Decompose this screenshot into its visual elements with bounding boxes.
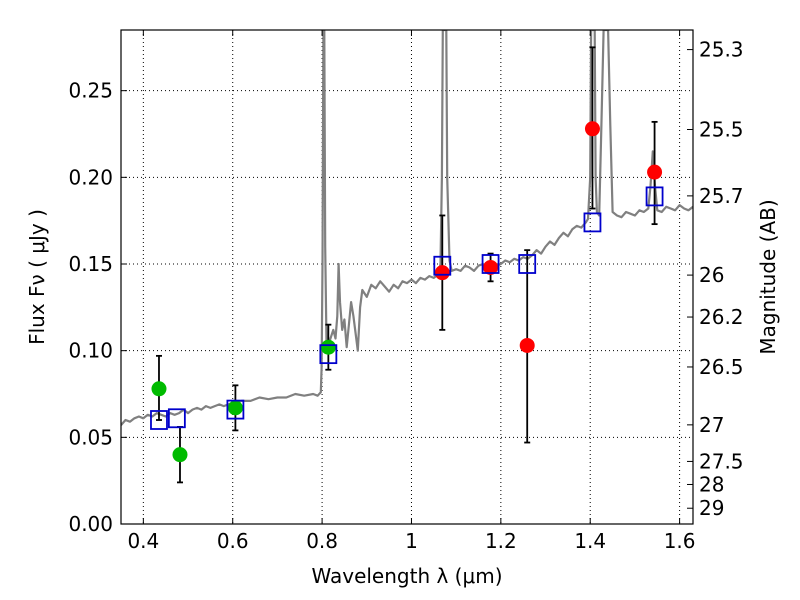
y-tick-label: 0.20 (68, 165, 113, 189)
green-data-point (320, 339, 336, 355)
model-box (433, 255, 452, 276)
boxes-layer (150, 186, 664, 430)
right-tick-label: 26.5 (699, 355, 744, 379)
spectrum-layer (121, 30, 693, 426)
y-axis-title: Flux Fν ( μJy ) (25, 209, 49, 345)
right-tick-label: 25.5 (699, 117, 744, 141)
right-tick-label: 26.2 (699, 305, 744, 329)
x-axis-title: Wavelength λ (μm) (311, 564, 502, 588)
red-data-point (519, 337, 535, 353)
model-box (150, 410, 168, 430)
y-tick-label: 0.15 (68, 252, 113, 276)
y-tick-label: 0.00 (68, 512, 113, 536)
x-tick-label: 1.2 (485, 529, 517, 553)
model-box (645, 186, 664, 207)
model-box (167, 408, 186, 429)
x-tick-label: 0.4 (127, 529, 159, 553)
x-tick-label: 1.4 (574, 529, 606, 553)
errorbar-layer (155, 46, 658, 484)
x-tick-label: 0.8 (306, 529, 338, 553)
x-tick-label: 1 (405, 529, 418, 553)
spectrum-line (121, 30, 693, 426)
y-tick-label: 0.05 (68, 425, 113, 449)
model-box (583, 212, 602, 233)
green-data-point (172, 447, 188, 463)
right-tick-label: 29 (699, 496, 724, 520)
y-tick-label: 0.10 (68, 339, 113, 363)
points-layer (151, 121, 663, 463)
right-tick-label: 26 (699, 263, 724, 287)
grid (121, 30, 693, 525)
red-data-point (647, 164, 663, 180)
y-tick-label: 0.25 (68, 79, 113, 103)
x-tick-label: 1.6 (664, 529, 696, 553)
model-box (319, 344, 338, 365)
model-box (481, 254, 500, 274)
model-box (226, 399, 245, 420)
red-data-point (434, 265, 450, 281)
right-axis-title: Magnitude (AB) (756, 199, 780, 354)
right-tick-label: 25.3 (699, 38, 744, 62)
plot-frame (120, 29, 694, 525)
right-tick-label: 25.7 (699, 184, 744, 208)
green-data-point (227, 400, 243, 416)
green-data-point (151, 381, 167, 397)
right-tick-label: 27 (699, 413, 724, 437)
x-tick-label: 0.6 (217, 529, 249, 553)
right-tick-label: 28 (699, 472, 724, 496)
model-box (518, 254, 537, 274)
ticks: 0.4 0.6 0.8 1 1.2 1.4 1.6 0.00 0.05 0.10 0.15 0.20 0… (68, 30, 744, 553)
red-data-point (584, 121, 600, 137)
right-tick-label: 27.5 (699, 449, 744, 473)
red-data-point (483, 259, 499, 275)
